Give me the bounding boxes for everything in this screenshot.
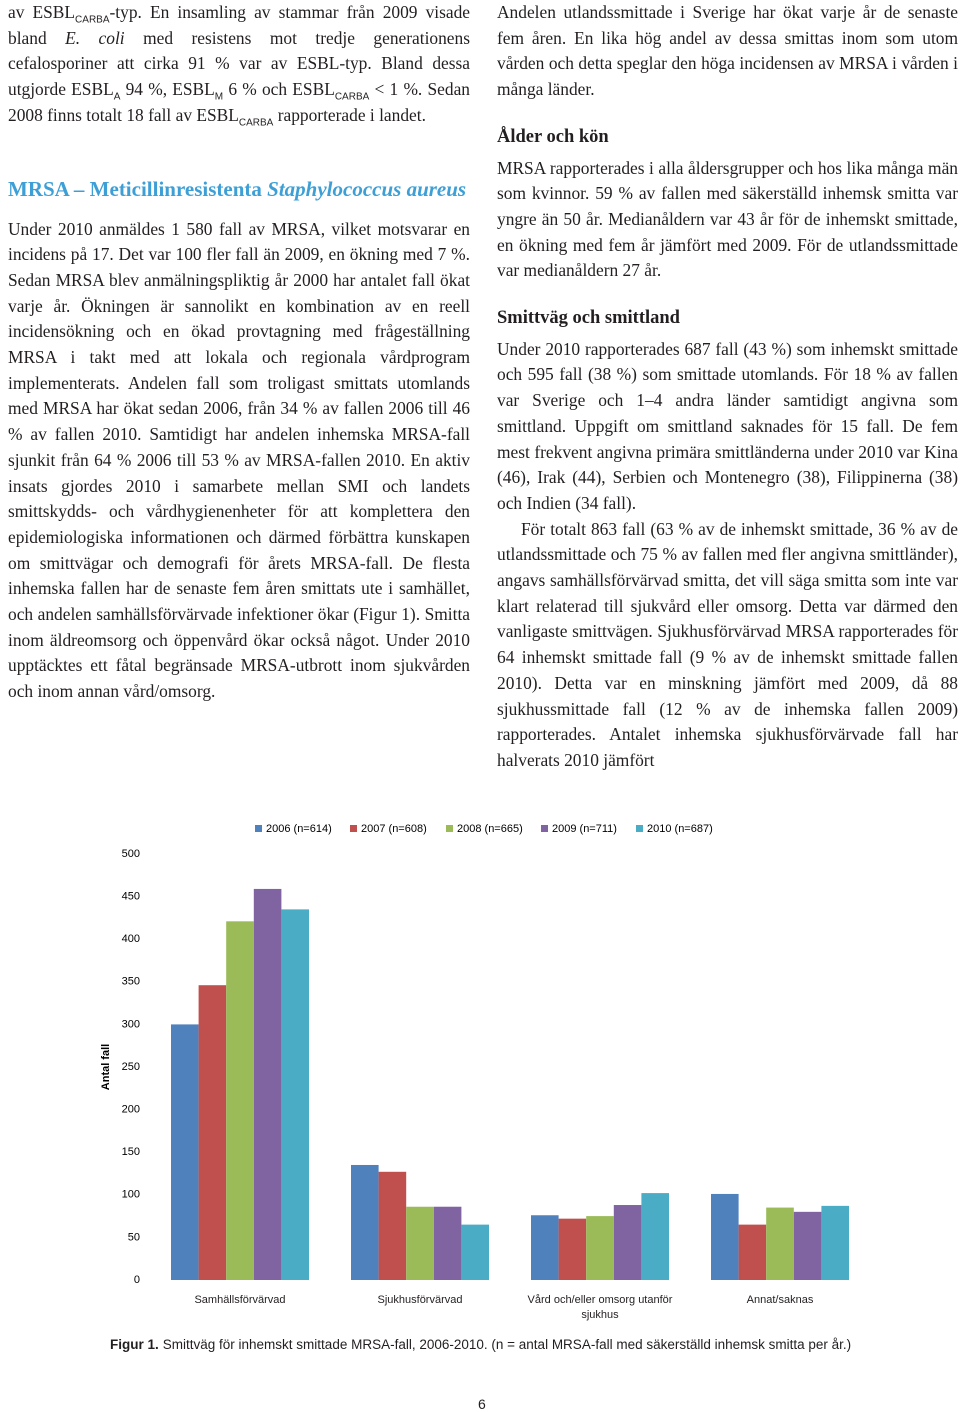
- text: Andelen utlandssmittade i Sverige har ök…: [497, 2, 958, 100]
- y-tick-label: 450: [122, 891, 140, 903]
- x-tick-label: Vård och/eller omsorg utanför sjukhus: [527, 1294, 673, 1321]
- legend-label: 2008 (n=665): [457, 823, 523, 835]
- subscript: M: [214, 91, 224, 103]
- left-column: av ESBLCARBA-typ. En insamling av stamma…: [8, 0, 470, 705]
- y-tick-label: 200: [122, 1104, 140, 1116]
- y-tick-label: 0: [134, 1274, 140, 1286]
- y-tick-label: 350: [122, 976, 140, 988]
- bar: [793, 1211, 822, 1280]
- legend-label: 2009 (n=711): [552, 823, 617, 835]
- paragraph: Andelen utlandssmittade i Sverige har ök…: [497, 0, 958, 103]
- legend-label: 2006 (n=614): [266, 823, 332, 835]
- text: av ESBL: [8, 2, 76, 22]
- text: -typ. En insamling av stammar från 2009 …: [8, 2, 471, 48]
- heading: Smittväg och smittland: [497, 308, 680, 329]
- bar: [711, 1193, 739, 1280]
- text: 94 %, ESBL: [120, 79, 215, 100]
- legend-swatch: [541, 825, 548, 832]
- y-tick-label: 150: [122, 1146, 140, 1158]
- paragraph: Under 2010 anmäldes 1 580 fall av MRSA, …: [8, 217, 470, 705]
- subscript: A: [113, 91, 121, 103]
- chart: Antal fall 0 50 100 150 200 250 300 350 400 450 50…: [100, 823, 849, 1286]
- bar: [433, 1206, 462, 1280]
- legend-label: 2007 (n=608): [361, 823, 427, 835]
- bar: [406, 1206, 434, 1280]
- caption: Figur 1. Smittväg för inhemskt smittade M…: [110, 1337, 851, 1352]
- legend-swatch: [446, 825, 453, 832]
- x-tick-label: Sjukhusförvärvad: [377, 1294, 463, 1306]
- text: med resistens mot tredje generationens c…: [8, 27, 470, 100]
- right-column: Andelen utlandssmittade i Sverige har ök…: [497, 0, 958, 774]
- bar: [586, 1216, 614, 1280]
- text: Under 2010 anmäldes 1 580 fall av MRSA, …: [8, 218, 470, 702]
- x-tick-label: Samhällsförvärvad: [194, 1294, 286, 1306]
- paragraph: av ESBLCARBA-typ. En insamling av stamma…: [8, 0, 470, 129]
- bar: [558, 1218, 587, 1280]
- italic-text: Staphylococcus aureus: [267, 176, 467, 201]
- caption-label: Figur 1.: [110, 1337, 159, 1352]
- bar: [613, 1205, 642, 1280]
- bar: [226, 921, 254, 1280]
- y-axis-label: Antal fall: [100, 1044, 112, 1090]
- bar: [351, 1164, 379, 1280]
- y-tick-label: 400: [122, 933, 140, 945]
- y-tick-label: 50: [128, 1231, 140, 1243]
- subscript: CARBA: [75, 14, 110, 26]
- x-tick-label: Annat/saknas: [746, 1294, 814, 1306]
- y-tick-label: 300: [122, 1018, 140, 1030]
- bar: [461, 1224, 489, 1280]
- page-number: 6: [478, 1396, 486, 1412]
- text: rapporterade i landet.: [273, 104, 426, 125]
- bar: [171, 1024, 199, 1280]
- text: 6 % och ESBL: [223, 79, 335, 100]
- heading: MRSA – Meticillinresistenta Staphylococc…: [8, 176, 470, 202]
- bar: [738, 1224, 767, 1280]
- heading: Ålder och kön: [497, 126, 609, 147]
- text: MRSA rapporterades i alla åldersgrupper …: [497, 157, 958, 281]
- legend-swatch: [350, 825, 357, 832]
- bar: [281, 909, 309, 1280]
- text: Under 2010 rapporterades 687 fall (43 %)…: [497, 338, 958, 513]
- y-tick-label: 250: [122, 1061, 140, 1073]
- text: MRSA – Meticillinresistenta: [8, 176, 268, 201]
- text: < 1 %. Sedan 2008 finns totalt 18 fall a…: [8, 79, 470, 125]
- bar: [821, 1205, 849, 1280]
- subscript: CARBA: [334, 91, 370, 103]
- bar: [641, 1193, 669, 1280]
- bar: [198, 985, 227, 1280]
- bar: [378, 1171, 407, 1280]
- bar: [766, 1207, 794, 1280]
- legend-label: 2010 (n=687): [647, 823, 713, 835]
- bar: [253, 888, 282, 1280]
- subscript: CARBA: [238, 117, 274, 129]
- paragraph: Under 2010 rapporterades 687 fall (43 %)…: [497, 337, 958, 517]
- italic-text: E. coli: [65, 27, 125, 48]
- legend-swatch: [255, 825, 262, 832]
- paragraph: MRSA rapporterades i alla åldersgrupper …: [497, 156, 958, 285]
- bar: [531, 1215, 559, 1280]
- legend-swatch: [636, 825, 643, 832]
- caption-text: Smittväg för inhemskt smittade MRSA-fall…: [162, 1337, 852, 1352]
- paragraph: För totalt 863 fall (63 % av de inhemskt…: [497, 517, 958, 774]
- text: För totalt 863 fall (63 % av de inhemskt…: [497, 518, 958, 770]
- y-tick-label: 500: [122, 848, 140, 860]
- y-tick-label: 100: [122, 1189, 140, 1201]
